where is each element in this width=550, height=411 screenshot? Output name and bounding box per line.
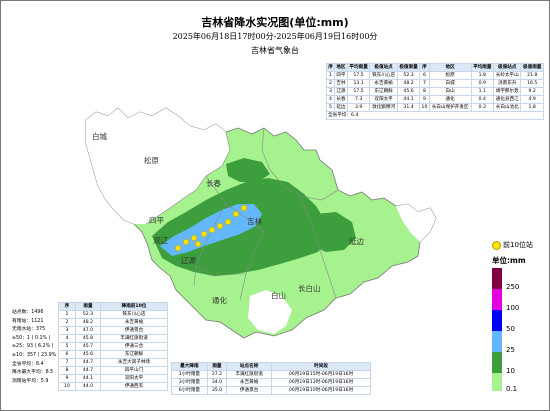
place-changchun: 长春 — [206, 178, 221, 188]
table-row: 8 44.7 四平山门 — [58, 366, 168, 375]
table-row: 4 45.8 丰满红旗街道 — [58, 334, 168, 343]
table-row: 2 48.2 永吉黄榆 — [58, 318, 168, 327]
table-row: 4 长春 7.3 双阳太平 44.1 9 通化 0.4 通化县西江 4.9 — [325, 95, 544, 104]
stat-no-rain-stations: 无雨水站：375 — [12, 327, 46, 333]
legend-swatch-50 — [492, 310, 502, 331]
county-table-footer: 全省平均：6.4 — [326, 111, 544, 120]
legend-unit: 单位:mm — [492, 256, 526, 265]
top10-marker-icon — [492, 241, 501, 250]
max-rain-table: 最大降雨 雨量 站点名称 时间段 1小时雨量 27.2 丰满红旗街道 06月19日15… — [171, 362, 371, 395]
table-row: 9 44.1 双阳太平 — [58, 374, 168, 383]
top10-marker — [182, 238, 190, 246]
legend-label-10: 10 — [506, 367, 515, 375]
map-agency: 吉林省气象台 — [251, 46, 299, 55]
legend-label-100: 100 — [506, 304, 520, 312]
place-baicheng: 白城 — [92, 131, 107, 141]
table-row: 2 吉林 13.1 永吉黄榆 48.2 7 白城 0.9 洮南东升 16.5 — [325, 79, 544, 88]
table-row: 3 辽源 17.5 东辽朝鲜 45.6 8 白山 1.1 靖宇那尔轰 9.2 — [325, 87, 544, 96]
table-row: 1 四平 17.5 铁东川心店 52.3 6 松原 1.8 长岭太平山 21.8 — [325, 71, 544, 80]
stat-rain-stations: 有雨站：1121 — [12, 318, 44, 324]
legend-swatch-25 — [492, 331, 502, 352]
place-shuangliao: 双辽 — [153, 236, 168, 245]
rain-band-10-25-north — [226, 158, 270, 182]
legend-swatch-100 — [492, 289, 502, 310]
admin-boundaries — [145, 127, 339, 301]
no-rain-east — [396, 204, 436, 242]
top10-marker — [208, 226, 216, 234]
place-tonghua: 通化 — [212, 295, 227, 305]
stat-station-count: 站点数：1496 — [12, 310, 44, 315]
place-liaoyuan: 辽源 — [181, 256, 196, 265]
stat-ge50: ≥50：1 ( 0.1% ) — [12, 335, 51, 341]
rain-band-10-25-east — [296, 212, 356, 252]
table-row: 10 44.0 伊通西苇 — [58, 382, 168, 391]
top10-marker — [174, 244, 182, 252]
top10-marker — [240, 204, 248, 212]
county-rain-table: 序 地区 平均雨量 极值站点 极值雨量 序 地区 平均雨量 极值站点 极值雨量 … — [325, 63, 544, 120]
place-jilin: 吉林 — [247, 216, 262, 226]
stat-ge10: ≥10：357 ( 23.9% ) — [12, 352, 60, 358]
table-row: 3 47.0 伊通景台 — [58, 326, 168, 335]
legend-label-250: 250 — [506, 283, 520, 291]
legend-label-25: 25 — [506, 346, 515, 354]
stat-ge25: ≥25：93 ( 6.2% ) — [12, 344, 54, 350]
top10-table: 序 雨量 降雨前10位 1 52.3 铁东川心店 2 48.2 永吉黄榆 3 47.0 伊通… — [58, 302, 168, 391]
table-row: 1小时雨量 27.2 丰满红旗街道 06月19日15时-06月19日16时 — [171, 370, 371, 379]
table-row: 6小时雨量 35.0 伊通景台 06月19日10时-06月19日16时 — [171, 386, 371, 395]
table-row: 5 延边 3.9 敦化额穆河 31.4 10 长白山保护开发区 0.3 长白山池北 1.8 — [325, 103, 544, 112]
legend-swatch-10 — [492, 352, 502, 373]
table-row: 7 44.7 永吉大岗子林场 — [58, 358, 168, 367]
place-yanbian: 延边 — [349, 236, 364, 246]
no-rain-south — [248, 290, 292, 334]
top10-marker — [216, 222, 224, 230]
stat-gauge-avg: 测雨站平均：5.9 — [12, 378, 49, 384]
legend-label-50: 50 — [506, 325, 515, 333]
place-songyuan: 松原 — [144, 155, 159, 165]
stat-province-avg: 全省平均：6.4 — [12, 361, 44, 367]
top10-marker — [224, 218, 232, 226]
table-row: 5 45.7 伊通三合 — [58, 342, 168, 351]
legend-swatch-0-1 — [492, 373, 502, 391]
place-changbaishan: 长白山 — [298, 283, 321, 293]
stat-max-avg: 降水最大平均：8.5 — [12, 370, 54, 376]
map-time-range: 2025年06月18日17时00分-2025年06月19日16时00分 — [172, 32, 378, 41]
max-table-header: 最大降雨 雨量 站点名称 时间段 — [171, 362, 371, 371]
table-row: 3小时雨量 34.0 永吉黄榆 06月19日13时-06月19日16时 — [171, 378, 371, 387]
county-table-header: 序 地区 平均雨量 极值站点 极值雨量 序 地区 平均雨量 极值站点 极值雨量 — [325, 63, 544, 72]
place-baishan: 白山 — [271, 290, 286, 300]
top10-table-header: 序 雨量 降雨前10位 — [58, 302, 168, 311]
table-row: 1 52.3 铁东川心店 — [58, 310, 168, 319]
top10-marker — [190, 234, 198, 242]
top10-marker — [194, 240, 202, 248]
legend-label-0-1: 0.1 — [506, 385, 518, 393]
province-stats: 站点数：1496 有雨站：1121 无雨水站：375 ≥50：1 ( 0.1% … — [12, 309, 60, 386]
place-siping: 四平 — [149, 216, 164, 225]
top10-marker — [200, 230, 208, 238]
legend-swatch-250 — [492, 268, 502, 289]
top10-marker — [232, 210, 240, 218]
map-title: 吉林省降水实况图(单位:mm) — [201, 16, 349, 29]
table-row: 6 45.6 东辽朝鲜 — [58, 350, 168, 359]
no-rain-area — [86, 108, 230, 224]
